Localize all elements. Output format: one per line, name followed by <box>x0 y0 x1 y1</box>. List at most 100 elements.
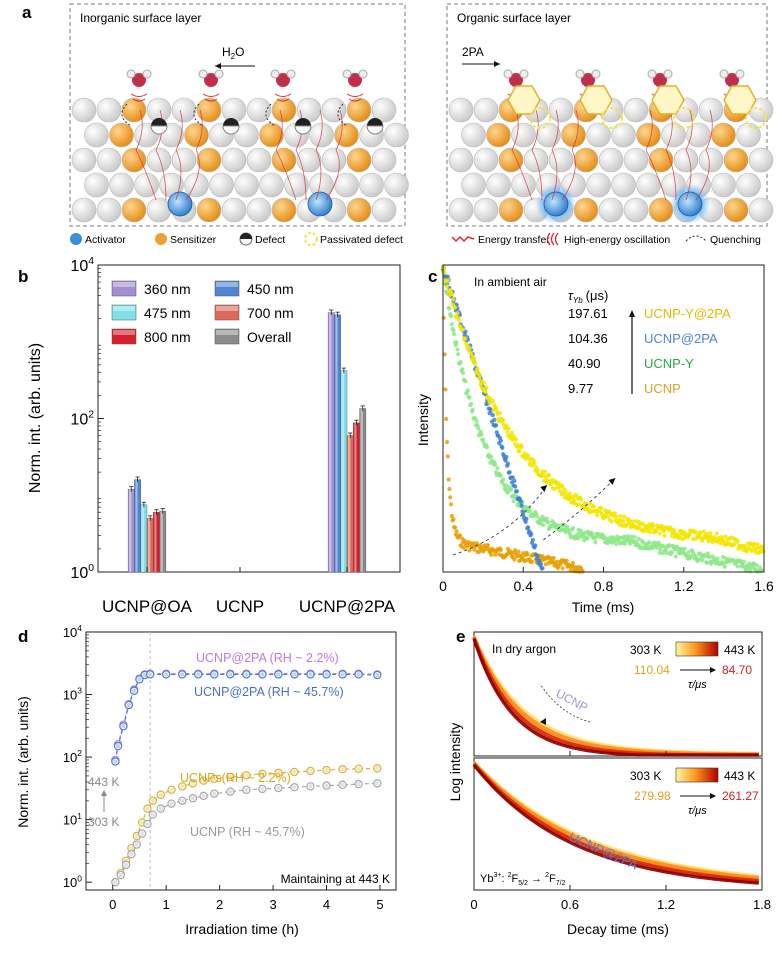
decay-point <box>460 367 465 372</box>
decay-point <box>525 525 531 530</box>
data-point-fill <box>324 767 329 773</box>
decay-point <box>723 534 728 539</box>
data-point <box>373 670 382 680</box>
series-UCNP (RH ~ 45.7%) <box>111 779 382 887</box>
decay-point <box>463 378 468 384</box>
data-point <box>132 840 141 849</box>
decay-point <box>752 541 757 547</box>
data-point-fill <box>150 798 156 804</box>
lattice-ion <box>334 172 359 198</box>
decay-point <box>567 491 572 496</box>
ligand-ring <box>507 85 541 115</box>
data-point <box>226 787 235 796</box>
lattice-ion <box>473 197 499 223</box>
decay-point <box>527 508 532 514</box>
lattice-ion <box>486 122 511 148</box>
decay-point <box>722 564 727 569</box>
data-point-fill <box>375 672 380 678</box>
activator-ion <box>677 191 703 217</box>
decay-point <box>441 315 446 320</box>
data-point <box>113 741 123 751</box>
decay-point <box>517 449 522 454</box>
legend-swatch-highlight-b <box>113 282 135 287</box>
lattice-ion <box>748 147 774 173</box>
e-bot-tau-low: 279.98 <box>634 789 671 803</box>
water-hydrogen <box>126 69 136 79</box>
data-point-fill <box>375 781 380 786</box>
decay-point <box>626 534 631 539</box>
data-point <box>210 670 219 679</box>
data-point <box>194 670 203 679</box>
decay-point <box>456 352 461 357</box>
data-point-fill <box>356 672 361 677</box>
data-point-fill <box>201 778 206 783</box>
water-oxygen <box>276 73 290 87</box>
water-hydrogen <box>735 69 745 79</box>
y-tick-label-d: 103 <box>63 686 82 703</box>
temp-low-label: 303 K <box>88 815 119 829</box>
decay-point <box>493 462 498 467</box>
plot-frame-e-bottom <box>473 757 763 891</box>
decay-point <box>504 423 509 428</box>
decay-point <box>465 388 470 393</box>
decay-point <box>540 566 545 571</box>
right-panel-title: Organic surface layer <box>457 11 571 25</box>
lattice-ion <box>246 147 272 173</box>
energy-transfer-path <box>175 109 183 201</box>
e-top-tau-high: 84.70 <box>722 663 752 677</box>
data-point <box>322 670 331 679</box>
decay-point <box>614 514 619 519</box>
decay-point <box>452 331 457 337</box>
decay-point <box>552 486 557 492</box>
lattice-ion <box>384 122 409 148</box>
water-hydrogen <box>142 69 152 79</box>
lattice-ion <box>259 122 284 148</box>
lattice-ion <box>84 122 109 148</box>
decay-point <box>535 553 540 558</box>
decay-point <box>492 417 497 422</box>
legend-swatch-b <box>214 304 240 321</box>
lattice-ion <box>196 197 222 223</box>
y-tick-label-b: 100 <box>70 563 94 582</box>
lattice-ion <box>736 122 761 148</box>
data-point <box>116 870 125 880</box>
data-point-fill <box>142 672 147 678</box>
decay-point <box>455 347 460 352</box>
decay-point <box>532 461 537 466</box>
decay-point <box>519 503 524 508</box>
e-top-sample-label: UCNP <box>554 686 591 714</box>
decay-point <box>467 548 472 553</box>
decay-point <box>682 546 687 551</box>
decay-point <box>639 545 644 550</box>
decay-point <box>760 545 765 551</box>
activator-icon <box>70 233 82 245</box>
series-label-d: UCNP (RH ~ 45.7%) <box>190 825 305 839</box>
decay-point <box>451 517 456 522</box>
decay-point <box>723 556 728 561</box>
decay-point <box>494 408 499 413</box>
decay-point <box>518 499 523 504</box>
decay-point <box>506 426 511 431</box>
e-top-t-high: 443 K <box>724 643 755 657</box>
legend-item-b: 700 nm <box>214 304 294 321</box>
decay-point <box>445 278 450 283</box>
decay-point <box>741 559 747 564</box>
decay-point <box>512 478 517 483</box>
energy-transfer-icon <box>451 235 475 243</box>
x-tick-label-e: 1.8 <box>753 897 771 912</box>
decay-point <box>662 533 667 538</box>
decay-point <box>520 554 525 559</box>
lattice-ion <box>284 172 309 198</box>
decay-point <box>535 467 540 473</box>
decay-band-top <box>472 635 759 757</box>
trend-arrowhead <box>608 478 616 485</box>
data-point-fill <box>260 672 265 677</box>
lattice-ion <box>234 122 259 148</box>
lattice-ion <box>96 197 122 223</box>
data-point <box>226 772 235 782</box>
legend-item-b: 450 nm <box>214 280 294 297</box>
decay-point <box>448 502 454 507</box>
decay-point <box>647 530 653 535</box>
tau-value-c: 197.61 <box>568 306 608 321</box>
x-tick-label-b: UCNP <box>216 597 264 616</box>
